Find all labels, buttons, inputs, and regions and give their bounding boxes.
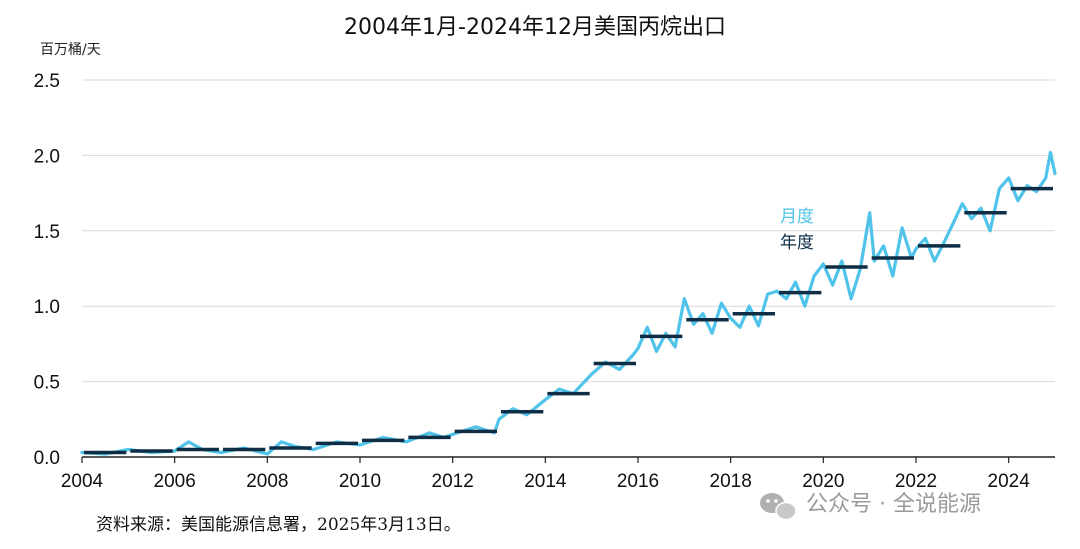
monthly-line xyxy=(80,150,1057,456)
gridlines xyxy=(82,79,1055,458)
y-tick-label: 0.0 xyxy=(34,448,60,469)
y-tick-labels: 0.0 0.5 1.0 1.5 2.0 2.5 xyxy=(34,71,60,469)
x-tick-label: 2006 xyxy=(154,471,196,492)
y-tick-label: 2.5 xyxy=(34,71,60,92)
y-unit-label: 百万桶/天 xyxy=(40,42,101,58)
legend-annual-label: 年度 xyxy=(780,233,814,253)
x-tick-label: 2012 xyxy=(432,471,474,492)
monthly-series xyxy=(80,150,1057,456)
x-tick-label: 2022 xyxy=(895,471,937,492)
legend: 月度 年度 xyxy=(780,207,814,253)
y-tick-label: 1.5 xyxy=(34,222,60,243)
x-tick-labels: 2004 2006 2008 2010 2012 2014 2016 2018 2020 2022… xyxy=(61,457,1030,492)
x-tick-label: 2024 xyxy=(988,471,1031,492)
x-tick-label: 2016 xyxy=(617,471,659,492)
y-tick-label: 1.0 xyxy=(34,297,60,318)
watermark-text: 公众号 · 全说能源 xyxy=(806,492,981,517)
annual-series xyxy=(84,186,1053,455)
source-note: 资料来源：美国能源信息署，2025年3月13日。 xyxy=(96,515,461,535)
y-tick-label: 0.5 xyxy=(34,373,60,394)
x-tick-label: 2020 xyxy=(802,471,844,492)
y-tick-label: 2.0 xyxy=(34,146,60,167)
chart-title: 2004年1月-2024年12月美国丙烷出口 xyxy=(344,15,726,40)
x-tick-label: 2018 xyxy=(710,471,752,492)
x-tick-label: 2010 xyxy=(339,471,381,492)
legend-monthly-label: 月度 xyxy=(780,207,814,227)
x-tick-label: 2014 xyxy=(524,471,567,492)
watermark: 公众号 · 全说能源 xyxy=(760,492,981,521)
x-tick-label: 2004 xyxy=(61,471,104,492)
wechat-icon xyxy=(760,493,797,521)
x-tick-label: 2008 xyxy=(246,471,288,492)
